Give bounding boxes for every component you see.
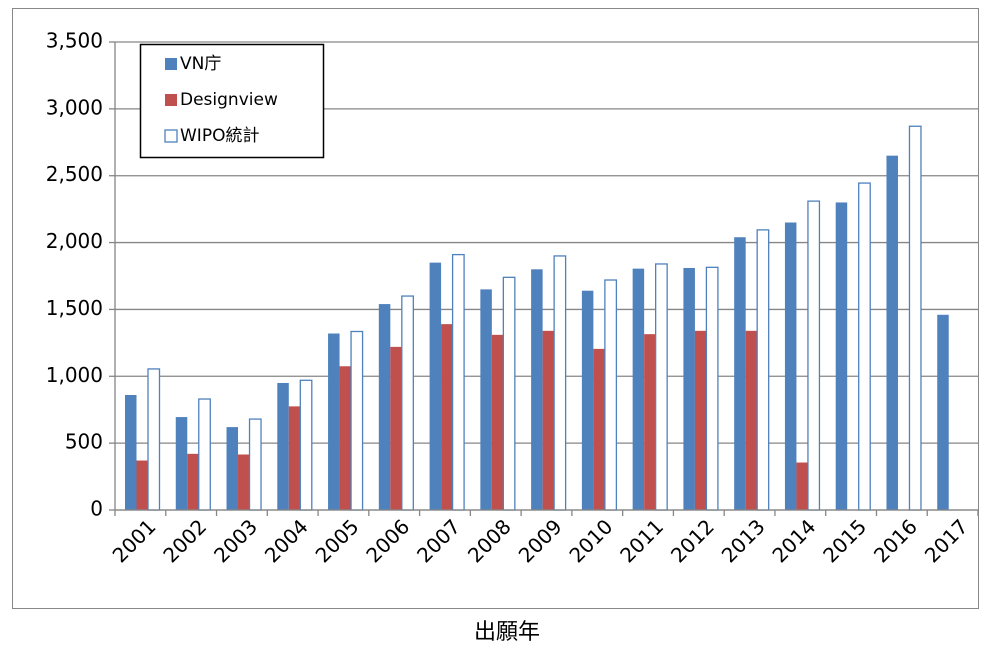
bar bbox=[908, 125, 922, 511]
bar bbox=[632, 268, 645, 510]
bar bbox=[542, 330, 555, 510]
x-tick-label: 2013 bbox=[717, 514, 770, 567]
bar bbox=[136, 460, 148, 510]
bar bbox=[299, 379, 313, 511]
bar bbox=[480, 289, 492, 510]
y-tick-label: 2,000 bbox=[46, 229, 103, 253]
bar bbox=[784, 222, 797, 510]
bar bbox=[451, 253, 465, 511]
y-tick-label: 1,000 bbox=[46, 363, 103, 387]
y-tick-label: 3,500 bbox=[46, 29, 103, 53]
legend-swatch bbox=[164, 129, 178, 143]
x-tick-label: 2008 bbox=[463, 514, 516, 567]
x-tick-label: 2009 bbox=[514, 514, 567, 567]
x-tick-label: 2002 bbox=[158, 514, 211, 567]
x-tick-label: 2003 bbox=[209, 514, 262, 567]
bar bbox=[277, 382, 289, 510]
y-tick-label: 500 bbox=[65, 430, 103, 454]
bar bbox=[531, 269, 543, 510]
bar bbox=[886, 155, 898, 510]
x-tick-label: 2011 bbox=[615, 514, 668, 567]
bar bbox=[328, 333, 340, 510]
x-tick-label: 2007 bbox=[412, 514, 465, 567]
bar bbox=[429, 262, 442, 510]
bar bbox=[502, 276, 516, 511]
bar bbox=[644, 334, 656, 510]
x-tick-label: 2012 bbox=[666, 514, 719, 567]
bar bbox=[401, 295, 414, 511]
x-tick-label: 2004 bbox=[260, 514, 313, 567]
bar bbox=[248, 418, 262, 511]
x-tick-label: 2014 bbox=[767, 514, 820, 567]
y-tick-label: 2,500 bbox=[46, 162, 103, 186]
bar bbox=[581, 290, 594, 510]
bar bbox=[745, 330, 758, 510]
y-tick-label: 1,500 bbox=[46, 296, 103, 320]
bar bbox=[226, 427, 239, 510]
x-tick-label: 2006 bbox=[361, 514, 414, 567]
x-tick-label: 2010 bbox=[564, 514, 617, 567]
chart-border bbox=[12, 8, 979, 609]
legend-label: WIPO統計 bbox=[180, 126, 259, 146]
bar bbox=[288, 406, 301, 510]
x-tick-label: 2016 bbox=[869, 514, 922, 567]
bar bbox=[796, 462, 808, 510]
bar bbox=[175, 417, 188, 510]
bar bbox=[125, 395, 137, 510]
x-tick-label: 2017 bbox=[920, 514, 973, 567]
bar bbox=[378, 304, 391, 510]
bar bbox=[705, 266, 719, 511]
legend-label: Designview bbox=[180, 90, 278, 110]
y-tick-label: 0 bbox=[90, 497, 103, 521]
x-axis-label: 出願年 bbox=[474, 620, 540, 645]
bar bbox=[238, 454, 250, 510]
bar bbox=[604, 279, 618, 511]
bar bbox=[198, 398, 211, 511]
bar bbox=[807, 200, 821, 511]
x-tick-label: 2001 bbox=[108, 514, 161, 567]
bar bbox=[147, 368, 161, 511]
y-tick-label: 3,000 bbox=[46, 95, 103, 119]
bar bbox=[390, 346, 402, 510]
bar bbox=[683, 267, 695, 510]
legend-swatch bbox=[165, 94, 177, 106]
bar bbox=[339, 366, 352, 510]
bar bbox=[734, 237, 746, 511]
legend-label: VN庁 bbox=[180, 54, 221, 74]
bar bbox=[441, 324, 453, 510]
bar bbox=[694, 330, 707, 510]
bar bbox=[553, 255, 567, 511]
bar bbox=[756, 229, 770, 511]
x-tick-label: 2005 bbox=[311, 514, 364, 567]
bar bbox=[187, 453, 199, 510]
bar bbox=[654, 263, 668, 511]
bar bbox=[350, 330, 364, 511]
bar bbox=[593, 348, 605, 510]
bar bbox=[491, 334, 504, 510]
bar bbox=[858, 182, 871, 511]
legend-swatch bbox=[165, 58, 177, 70]
x-tick-label: 2015 bbox=[818, 514, 871, 567]
bar bbox=[835, 202, 848, 510]
bar bbox=[937, 314, 949, 510]
